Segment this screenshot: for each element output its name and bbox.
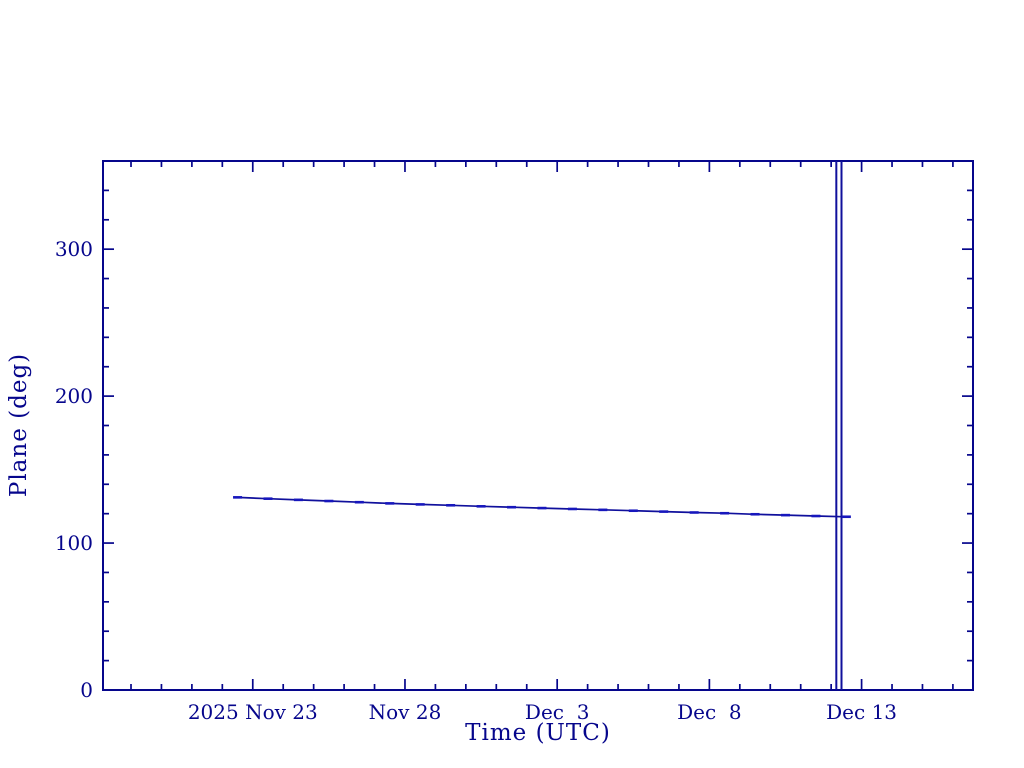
data-point-marker <box>415 503 425 506</box>
x-tick-label: Dec 13 <box>826 700 897 724</box>
data-point-marker <box>811 514 821 518</box>
data-point-marker <box>354 500 364 504</box>
x-tick-label: Nov 28 <box>369 700 442 724</box>
data-point-marker <box>659 510 669 513</box>
data-point-marker <box>385 502 395 505</box>
y-tick-label: 200 <box>55 384 93 408</box>
data-point-marker <box>780 513 790 517</box>
x-tick-label: Dec 8 <box>677 700 742 724</box>
data-point-marker <box>263 497 273 500</box>
data-point-marker <box>293 498 303 502</box>
data-point-marker <box>750 512 760 516</box>
data-point-marker <box>446 503 456 507</box>
data-point-marker <box>324 499 334 503</box>
data-point-marker <box>598 508 608 512</box>
data-point-marker <box>233 496 243 499</box>
plot-frame <box>102 160 974 691</box>
data-point-marker <box>567 507 577 511</box>
data-point-marker <box>507 505 517 509</box>
data-point-marker <box>628 509 638 513</box>
data-point-marker <box>841 515 851 519</box>
data-point-marker <box>476 505 486 508</box>
y-axis-title: Plane (deg) <box>6 352 32 498</box>
y-tick-label: 300 <box>55 237 93 261</box>
data-point-marker <box>537 506 547 510</box>
data-point-marker <box>720 511 730 515</box>
y-tick-label: 100 <box>55 531 93 555</box>
x-tick-label: Dec 3 <box>525 700 590 724</box>
x-tick-label: 2025 Nov 23 <box>188 700 318 724</box>
y-tick-label: 0 <box>80 678 93 702</box>
x-axis-title: Time (UTC) <box>465 720 611 746</box>
data-point-marker <box>689 511 699 514</box>
